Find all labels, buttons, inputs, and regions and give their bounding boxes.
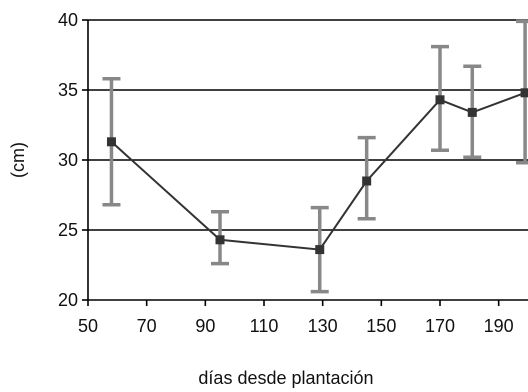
data-point-170 <box>435 95 445 105</box>
grid-lines <box>88 19 528 231</box>
x-tick-label-130: 130 <box>308 316 338 336</box>
y-axis-title: (cm) <box>8 142 28 178</box>
series-group <box>106 88 528 255</box>
data-point-181 <box>467 107 477 117</box>
data-point-95 <box>215 235 225 245</box>
axes <box>82 19 528 306</box>
y-tick-label-35: 35 <box>58 80 78 100</box>
x-tick-label-150: 150 <box>366 316 396 336</box>
x-axis-title: días desde plantación <box>198 368 373 388</box>
x-tick-label-50: 50 <box>78 316 98 336</box>
data-point-129 <box>315 245 325 255</box>
y-tick-label-25: 25 <box>58 220 78 240</box>
y-tick-label-20: 20 <box>58 290 78 310</box>
y-tick-labels: 20 25 30 35 40 <box>58 10 78 310</box>
data-point-145 <box>362 176 372 186</box>
x-tick-label-90: 90 <box>195 316 215 336</box>
x-tick-label-110: 110 <box>250 316 279 336</box>
data-point-58 <box>106 137 116 147</box>
x-tick-labels: 50 70 90 110 130 150 170 190 <box>78 316 514 336</box>
x-tick-label-70: 70 <box>137 316 157 336</box>
y-tick-label-30: 30 <box>58 150 78 170</box>
y-tick-label-40: 40 <box>58 10 78 30</box>
x-tick-label-170: 170 <box>425 316 455 336</box>
x-tick-label-190: 190 <box>484 316 514 336</box>
data-point-199 <box>520 88 528 98</box>
